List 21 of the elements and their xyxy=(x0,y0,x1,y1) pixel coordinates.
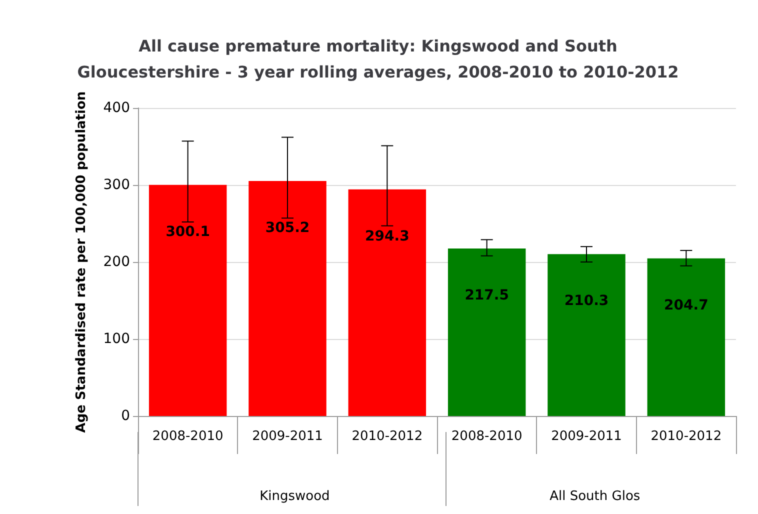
data-label: 300.1 xyxy=(166,224,210,240)
data-label: 305.2 xyxy=(265,220,310,236)
y-tick-label: 100 xyxy=(103,331,130,347)
x-tick-label: 2009-2011 xyxy=(551,429,622,444)
y-tick-label: 400 xyxy=(103,100,130,116)
text: All South Glos xyxy=(550,489,640,504)
data-label: 217.5 xyxy=(464,288,509,304)
x-tick-label: 2008-2010 xyxy=(152,429,224,444)
chart-title: All cause premature mortality: Kingswood and South Gloucestershire - 3 year rolling averages, 2008-2010 to 2010-2012 xyxy=(77,36,679,82)
data-label: 204.7 xyxy=(664,297,708,314)
x-tick-label: 2008-2010 xyxy=(451,429,522,444)
y-tick-label: 0 xyxy=(121,408,130,424)
data-label: 210.3 xyxy=(564,293,609,310)
y-tick-label: 200 xyxy=(103,254,130,270)
x-tick-label: 2010-2012 xyxy=(650,429,722,444)
y-tick-label: 300 xyxy=(103,177,130,193)
x-tick-label: 2009-2011 xyxy=(252,429,323,444)
data-label: 294.3 xyxy=(365,228,410,244)
text: Kingswood xyxy=(260,489,330,504)
y-axis-title: Age Standardised rate per 100,000 population xyxy=(74,91,89,433)
x-tick-label: 2010-2012 xyxy=(352,429,423,444)
